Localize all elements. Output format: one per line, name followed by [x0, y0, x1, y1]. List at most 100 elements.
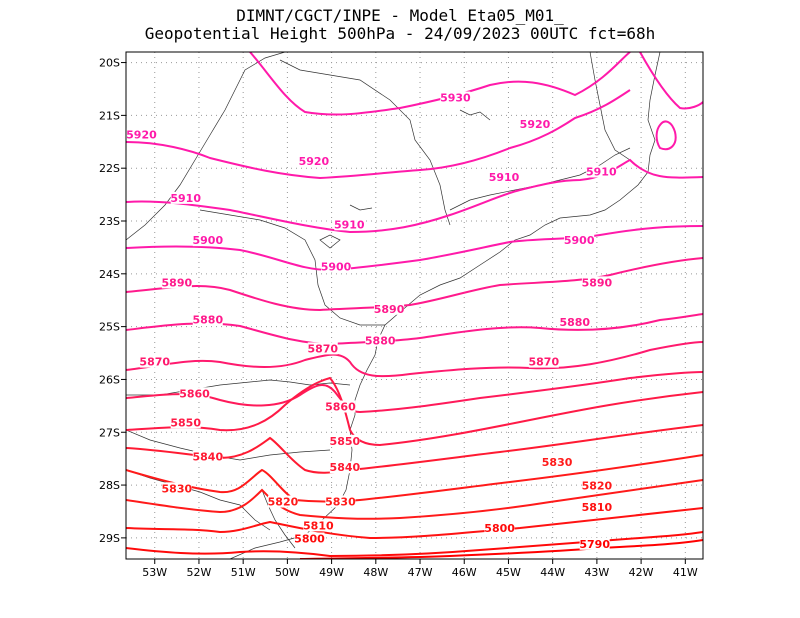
- tick-label-lat: 28S: [99, 479, 120, 492]
- contour-5930-ring: [655, 120, 677, 151]
- title-line-1: DIMNT/CGCT/INPE - Model Eta05_M01_: [236, 6, 564, 25]
- contour-label-bg: [374, 302, 405, 315]
- contour-label: 5840: [330, 461, 361, 474]
- tick-label-lat: 29S: [99, 532, 120, 545]
- tick-label-lon: 41W: [673, 566, 698, 579]
- tick-label-lon: 43W: [584, 566, 609, 579]
- contour-label: 5790: [579, 538, 610, 551]
- contour-label: 5890: [582, 276, 613, 289]
- contour-label: 5880: [192, 313, 223, 326]
- contour-label-bg: [581, 500, 612, 513]
- contour-label-bg: [489, 170, 520, 183]
- contour-label: 5920: [520, 118, 551, 131]
- reservoir-2: [349, 204, 373, 211]
- contour-label: 5890: [162, 276, 193, 289]
- contour-5820: [126, 479, 703, 520]
- contour-label: 5810: [303, 519, 334, 532]
- contour-label: 5860: [325, 400, 356, 413]
- contour-label-bg: [161, 482, 192, 495]
- tick-label-lon: 46W: [452, 566, 477, 579]
- tick-label-lon: 45W: [496, 566, 521, 579]
- state-border-ms: [126, 52, 286, 241]
- tick-label-lat: 23S: [99, 215, 120, 228]
- state-border-pr-sc: [126, 379, 351, 396]
- contour-label: 5890: [374, 303, 405, 316]
- tick-label-lon: 44W: [540, 566, 565, 579]
- state-border-sp-mg: [279, 59, 451, 226]
- contour-label: 5880: [365, 334, 396, 347]
- contour-label-bg: [170, 191, 201, 204]
- contour-label-bg: [528, 355, 559, 368]
- contour-5860: [126, 371, 703, 414]
- axis-ticks: 53W 52W 51W 50W 49W 48W 47W 46W 45W 44W 43W 42W 41W 2…: [99, 57, 698, 579]
- contour-label-bg: [325, 400, 356, 413]
- contour-label-bg: [321, 260, 352, 273]
- contour-label-bg: [586, 165, 617, 178]
- tick-label-lon: 47W: [408, 566, 433, 579]
- contour-label-bg: [542, 455, 573, 468]
- state-border-mg-rj: [449, 147, 631, 211]
- contour-5800: [126, 531, 703, 558]
- contour-label: 5900: [564, 234, 595, 247]
- contour-label: 5930: [440, 92, 471, 105]
- reservoir-1: [319, 234, 341, 249]
- state-border-sp-pr: [199, 209, 385, 326]
- contour-5910: [126, 158, 703, 234]
- contour-label-bg: [334, 218, 365, 231]
- tick-label-lat: 27S: [99, 426, 120, 439]
- tick-label-lat: 24S: [99, 268, 120, 281]
- plot-frame: [125, 51, 704, 560]
- contour-label-bg: [484, 521, 515, 534]
- contour-label: 5850: [330, 435, 361, 448]
- contour-label: 5820: [268, 496, 299, 509]
- contour-5920: [126, 89, 631, 180]
- tick-label-lat: 26S: [99, 373, 120, 386]
- contour-label-bg: [440, 91, 471, 104]
- tick-label-lat: 21S: [99, 109, 120, 122]
- contour-label-bg: [294, 532, 325, 545]
- contour-label: 5900: [192, 234, 223, 247]
- contour-5930-east: [639, 52, 703, 110]
- contour-5890: [126, 257, 703, 312]
- state-border-sc-rs: [126, 429, 331, 461]
- tick-label-lon: 50W: [275, 566, 300, 579]
- contour-5790: [299, 539, 703, 559]
- tick-label-lon: 42W: [629, 566, 654, 579]
- contour-label-bg: [303, 519, 334, 532]
- contour-5810: [126, 507, 703, 540]
- contour-label: 5800: [484, 522, 515, 535]
- contour-label-bg: [139, 355, 170, 368]
- contour-label: 5850: [170, 416, 201, 429]
- contour-label-bg: [581, 276, 612, 289]
- contour-label-bg: [579, 537, 610, 550]
- coastline: [229, 52, 661, 559]
- country-border-south: [126, 469, 271, 531]
- contour-label: 5810: [582, 501, 613, 514]
- contour-label-bg: [267, 495, 298, 508]
- reservoir-3: [459, 109, 491, 121]
- contour-labels: 5930 5920 5920 5920 5910 5910 5910 5910 5900 5900…: [126, 91, 617, 551]
- contour-label: 5820: [582, 480, 613, 493]
- contour-label-bg: [329, 434, 360, 447]
- contour-label: 5800: [294, 533, 325, 546]
- contour-label: 5910: [586, 165, 617, 178]
- graticule-grid: [126, 52, 703, 559]
- tick-label-lon: 51W: [231, 566, 256, 579]
- contour-label: 5920: [126, 129, 157, 142]
- contour-label-bg: [559, 315, 590, 328]
- contour-label: 5830: [162, 482, 193, 495]
- contour-label: 5880: [559, 316, 590, 329]
- contour-label: 5910: [170, 192, 201, 205]
- contour-5870: [126, 341, 703, 378]
- tick-label-lon: 53W: [142, 566, 167, 579]
- contour-label-bg: [329, 461, 360, 474]
- contour-label-bg: [298, 154, 329, 167]
- tick-label-lat: 25S: [99, 321, 120, 334]
- contour-5900: [126, 225, 703, 272]
- contour-label: 5870: [307, 342, 338, 355]
- tick-label-lat: 20S: [99, 57, 120, 70]
- tick-label-lon: 48W: [363, 566, 388, 579]
- contour-label: 5910: [489, 171, 520, 184]
- contour-label: 5900: [321, 261, 352, 274]
- contour-5930: [249, 52, 631, 116]
